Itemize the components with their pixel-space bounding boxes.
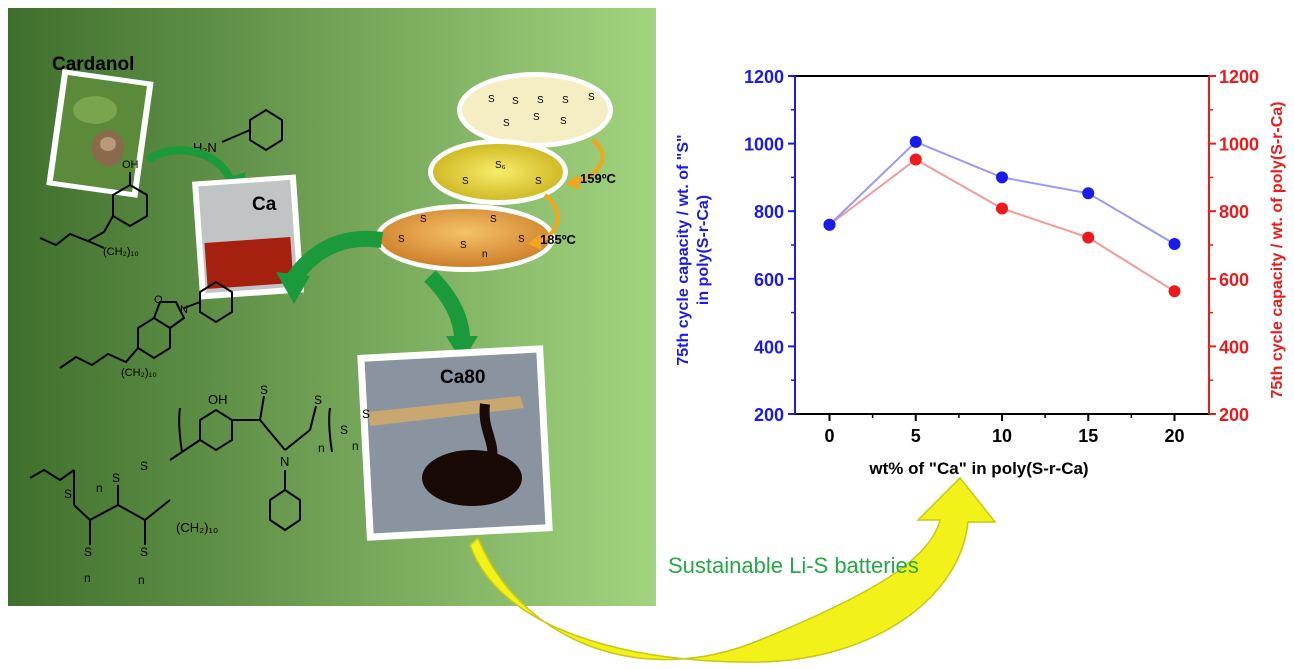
left-y-tick-label: 800 — [754, 202, 784, 222]
ch2-10-label-2: (CH₂)₁₀ — [121, 367, 157, 379]
svg-text:S: S — [460, 240, 467, 251]
polymer-n-sub-1: n — [318, 441, 325, 455]
left-y-tick-label: 1200 — [744, 67, 784, 87]
sulfur-powder-photo: S S S S S S S S — [457, 72, 613, 148]
polymer-s-4: S — [362, 407, 370, 421]
polymer-s-5: S — [140, 459, 148, 473]
data-point-left — [823, 218, 836, 231]
ch2-10-label-1: (CH₂)₁₀ — [103, 246, 139, 258]
polymer-n-sub-3: n — [96, 481, 103, 495]
temp-159-label: 159ºC — [580, 171, 616, 186]
polymer-n-sub-5: n — [138, 573, 145, 587]
x-tick-label: 15 — [1078, 426, 1098, 446]
polymer-s-1: S — [260, 383, 268, 397]
data-point-left — [1082, 187, 1095, 200]
y-axis-label-left-line1: 75th cycle capacity / wt. of "S" — [675, 134, 692, 365]
data-point-left — [996, 171, 1008, 184]
x-tick-label: 0 — [824, 426, 834, 446]
right-y-tick-label: 600 — [1219, 270, 1249, 290]
polymer-s-2: S — [314, 393, 322, 407]
ca-label: Ca — [252, 194, 277, 215]
x-tick-label: 20 — [1164, 426, 1184, 446]
oh-label-1: OH — [122, 159, 139, 171]
cardanol-label: Cardanol — [52, 54, 134, 75]
data-point-left — [1168, 237, 1181, 250]
ch2-10-label-3: (CH₂)₁₀ — [176, 520, 218, 535]
data-point-right — [996, 202, 1008, 215]
right-y-tick-label: 800 — [1219, 202, 1249, 222]
aniline-structure — [221, 108, 283, 152]
n-atom-label: N — [180, 304, 188, 316]
data-point-right — [909, 153, 922, 166]
polymer-n-sub-2: n — [352, 439, 359, 453]
left-y-tick-label: 600 — [754, 270, 784, 290]
svg-text:n: n — [482, 249, 488, 260]
yellow-arrow — [469, 476, 997, 663]
svg-text:S: S — [588, 92, 595, 103]
cardanol-structure — [39, 172, 148, 249]
svg-text:S: S — [533, 112, 540, 123]
polymer-s-3: S — [340, 423, 348, 437]
polymer-s-8: S — [84, 545, 92, 559]
caption-sustainable-li-s: Sustainable Li-S batteries — [668, 553, 919, 578]
green-arrow-3 — [424, 270, 470, 341]
y-axis-label-right: 75th cycle capacity / wt. of poly(S-r-Ca… — [1269, 102, 1286, 399]
svg-text:S: S — [488, 94, 495, 105]
svg-text:S: S — [518, 234, 525, 245]
right-y-tick-label: 200 — [1219, 405, 1249, 425]
cardanol-photo — [46, 69, 154, 198]
polymer-n-atom: N — [280, 454, 289, 469]
oh-label-2: OH — [208, 392, 228, 407]
polysulfide-photo: S S S n S S — [375, 204, 555, 272]
left-y-tick-label: 400 — [754, 337, 784, 357]
svg-text:S: S — [537, 95, 544, 106]
green-arrow-2-head — [276, 272, 310, 304]
polymer-s-7: S — [64, 487, 72, 501]
left-y-tick-label: 200 — [754, 405, 784, 425]
right-y-tick-label: 1000 — [1219, 135, 1259, 155]
series-line-left — [828, 140, 1176, 245]
svg-text:S: S — [420, 214, 427, 225]
x-axis-label: wt% of "Ca" in poly(S-r-Ca) — [868, 459, 1088, 478]
heat-arrow-1 — [573, 138, 605, 184]
ca-photo — [192, 174, 304, 300]
heat-arrow-1-head — [566, 174, 580, 190]
heat-arrow-2 — [535, 193, 560, 244]
green-arrow-2 — [283, 230, 384, 289]
polymer-n-sub-4: n — [84, 571, 91, 585]
svg-text:S: S — [535, 176, 542, 187]
green-arrow-1 — [145, 146, 236, 188]
data-point-left — [909, 135, 922, 148]
ca80-label: Ca80 — [440, 367, 485, 388]
x-tick-label: 5 — [911, 426, 921, 446]
svg-text:S: S — [490, 214, 497, 225]
svg-text:S: S — [562, 95, 569, 106]
left-y-tick-label: 1000 — [744, 135, 784, 155]
svg-text:S: S — [560, 116, 567, 127]
data-point-right — [1168, 285, 1181, 298]
polymer-structure — [29, 395, 333, 545]
right-y-tick-label: 400 — [1219, 337, 1249, 357]
svg-text:S: S — [503, 118, 510, 129]
polymer-s-6: S — [112, 471, 120, 485]
temp-185-label: 185ºC — [540, 232, 576, 247]
y-axis-label-left-line2: in poly(S-r-Ca) — [695, 195, 712, 305]
svg-text:S₆: S₆ — [495, 160, 506, 171]
data-point-right — [1082, 231, 1095, 244]
ca80-photo — [357, 345, 553, 541]
molten-sulfur-photo: S S₆ S — [428, 139, 568, 205]
svg-text:S: S — [462, 176, 469, 187]
benzoxazine-structure — [59, 280, 233, 369]
right-y-tick-label: 1200 — [1219, 67, 1259, 87]
x-tick-label: 10 — [992, 426, 1012, 446]
green-arrow-3-head — [446, 336, 478, 362]
o-label: O — [154, 294, 163, 306]
svg-text:S: S — [512, 96, 519, 107]
polymer-s-9: S — [140, 545, 148, 559]
svg-text:S: S — [398, 234, 405, 245]
heat-arrow-2-head — [528, 234, 542, 250]
